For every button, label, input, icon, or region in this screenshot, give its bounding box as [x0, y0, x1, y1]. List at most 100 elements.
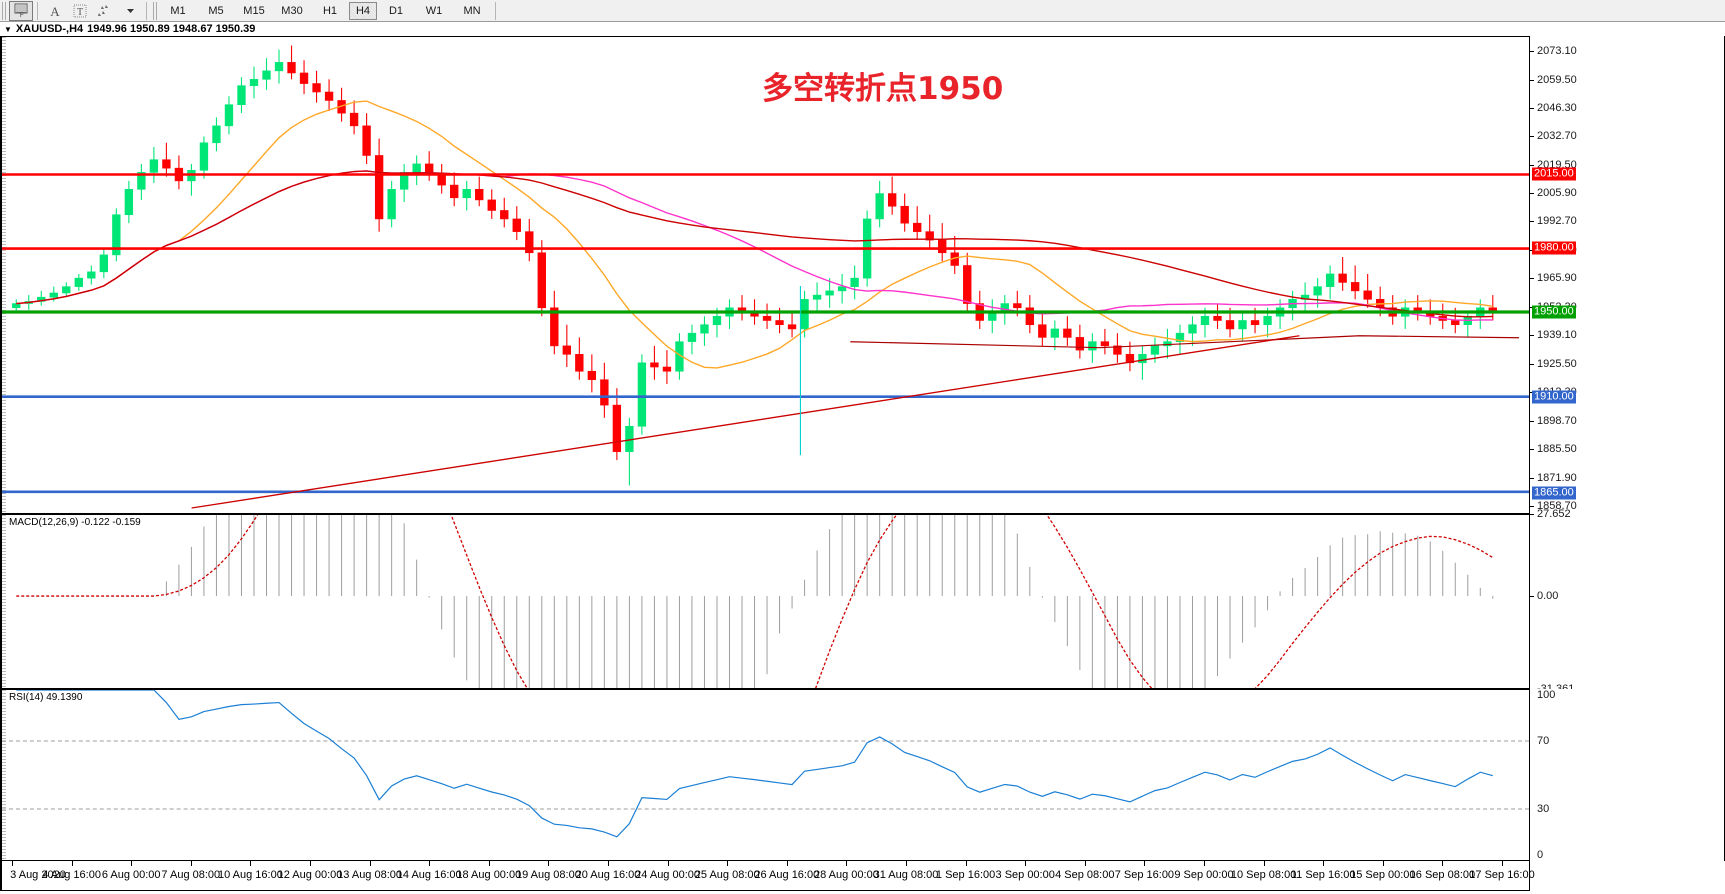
time-axis-tick: [1323, 861, 1325, 866]
time-axis-label: 4 Sep 08:00: [1055, 869, 1115, 881]
price-scale-tick: [1530, 164, 1534, 166]
price-scale-label: 1939.10: [1537, 329, 1577, 342]
time-axis-tick: [429, 861, 431, 866]
time-axis-label: 25 Aug 08:00: [694, 869, 760, 881]
time-axis-label: 16 Sep 08:00: [1409, 869, 1476, 881]
price-level-badge[interactable]: 1980.00: [1532, 241, 1576, 255]
symbol-info-bar: ▼ XAUUSD-,H4 1949.96 1950.89 1948.67 195…: [0, 22, 1725, 36]
price-scale-tick: [1530, 364, 1534, 366]
rsi-chart-canvas: [2, 690, 1529, 838]
time-axis-label: 10 Sep 08:00: [1230, 869, 1297, 881]
timeframe-m1[interactable]: M1: [170, 4, 186, 17]
time-axis-tick: [310, 861, 311, 866]
macd-histogram: [165, 515, 1494, 688]
trend-lines: [191, 285, 1300, 509]
rsi-indicator-label: RSI(14) 49.1390: [9, 692, 83, 703]
rsi-level-lines: [2, 740, 1529, 810]
price-scale[interactable]: 2073.10 2059.50 2046.30 2032.70 2019.50 2005.…: [1530, 36, 1725, 514]
price-scale-label: 2059.50: [1537, 73, 1577, 86]
symbol-label: XAUUSD-,H4: [15, 23, 84, 35]
ohlc-values: 1949.96 1950.89 1948.67 1950.39: [87, 23, 256, 35]
macd-pane-grip[interactable]: [2, 515, 6, 688]
price-scale-label: 1925.50: [1537, 358, 1577, 371]
rsi-pane[interactable]: RSI(14) 49.1390: [0, 689, 1530, 861]
chart-frame: 多空转折点1950 MACD(12,26,9) -0.122 -0.159 RS…: [0, 36, 1725, 894]
timeframe-h1[interactable]: H1: [322, 4, 338, 17]
price-scale-label: 1885.50: [1537, 443, 1577, 456]
price-scale-tick: [1530, 506, 1534, 508]
time-axis-tick: [608, 861, 609, 866]
price-level-badge[interactable]: 1865.00: [1532, 486, 1576, 500]
timeframe-h4[interactable]: H4: [349, 1, 377, 20]
price-scale-label: 2046.30: [1537, 101, 1577, 114]
price-level-badge[interactable]: 2015.00: [1532, 167, 1576, 181]
time-axis-label: 20 Aug 16:00: [575, 869, 641, 881]
time-axis-label: 1 Sep 16:00: [935, 869, 996, 881]
time-axis-tick: [965, 861, 967, 866]
time-axis-label: 9 Sep 00:00: [1174, 869, 1234, 881]
timeframe-m5[interactable]: M5: [208, 4, 224, 17]
price-scale-label: 2019.50: [1537, 158, 1577, 171]
time-axis-tick: [71, 861, 73, 866]
time-axis-label: 7 Aug 08:00: [161, 869, 221, 881]
time-axis-tick: [906, 861, 907, 866]
price-scale-tick: [1530, 107, 1534, 109]
moving-average-lines: [16, 100, 1520, 369]
chart-annotation-text: 多空转折点1950: [762, 71, 1004, 107]
time-axis-label: 3 Aug 2020: [10, 869, 66, 881]
plot-column: 多空转折点1950 MACD(12,26,9) -0.122 -0.159 RS…: [0, 36, 1535, 891]
timeframe-m30[interactable]: M30: [281, 4, 303, 17]
price-scale-tick: [1530, 50, 1534, 52]
price-pane[interactable]: 多空转折点1950: [0, 36, 1530, 514]
rsi-scale[interactable]: 100 70 30 0: [1530, 689, 1725, 861]
rsi-scale-label: 30: [1537, 803, 1550, 816]
time-axis-tick: [131, 861, 133, 866]
time-axis: 3 Aug 2020 4 Aug 16:00 6 Aug 00:00 7 Aug 08…: [0, 861, 1535, 891]
collapse-chevron-icon[interactable]: ▼: [4, 24, 12, 34]
time-axis-tick: [667, 861, 669, 866]
time-axis-tick: [1502, 861, 1503, 866]
price-pane-grip[interactable]: [2, 37, 6, 513]
price-scale-label: 2032.70: [1537, 130, 1577, 143]
svg-text:A: A: [50, 4, 60, 18]
rsi-series-line: [16, 690, 1493, 838]
time-axis-label: 24 Aug 00:00: [635, 869, 701, 881]
timeframe-m15[interactable]: M15: [243, 4, 265, 17]
time-axis-tick: [190, 861, 192, 866]
svg-text:F: F: [20, 13, 24, 18]
time-axis-label: 12 Aug 00:00: [277, 869, 343, 881]
text-label-icon[interactable]: T: [68, 1, 92, 21]
timeframe-w1[interactable]: W1: [425, 4, 443, 17]
time-axis-label: 13 Aug 08:00: [337, 869, 403, 881]
time-axis-label: 28 Aug 00:00: [813, 869, 879, 881]
price-scale-tick: [1530, 79, 1534, 81]
price-scale-tick: [1530, 421, 1534, 423]
text-object-icon[interactable]: A: [43, 1, 67, 21]
macd-scale-label: 27.652: [1537, 508, 1571, 520]
rsi-scale-label: 0: [1537, 849, 1544, 861]
price-scale-tick: [1530, 478, 1534, 480]
price-scale-tick: [1530, 278, 1534, 280]
macd-pane[interactable]: MACD(12,26,9) -0.122 -0.159: [0, 514, 1530, 689]
timeframe-mn[interactable]: MN: [463, 4, 481, 17]
time-axis-tick: [12, 861, 13, 866]
indicator-list-icon[interactable]: F: [9, 0, 33, 21]
time-axis-label: 19 Aug 08:00: [515, 869, 581, 881]
timeframe-d1[interactable]: D1: [388, 4, 404, 17]
time-axis-tick: [369, 861, 371, 866]
toolbar-grip[interactable]: [2, 1, 8, 20]
time-axis-tick: [1263, 861, 1265, 866]
toolbar-separator-3: [495, 1, 496, 20]
price-scale-label: 1858.70: [1537, 500, 1577, 513]
rsi-pane-grip[interactable]: [2, 690, 6, 860]
timeframe-toolbar-grip[interactable]: [153, 1, 159, 20]
time-axis-label: 15 Sep 00:00: [1350, 869, 1416, 881]
price-level-badge[interactable]: 1950.00: [1532, 305, 1576, 319]
price-level-badge[interactable]: 1910.00: [1532, 390, 1576, 404]
main-toolbar: F A T M1 M5: [0, 0, 1725, 22]
candlestick-series: [12, 45, 1497, 486]
objects-icon[interactable]: [93, 1, 117, 21]
chevron-down-icon[interactable]: [118, 1, 142, 21]
